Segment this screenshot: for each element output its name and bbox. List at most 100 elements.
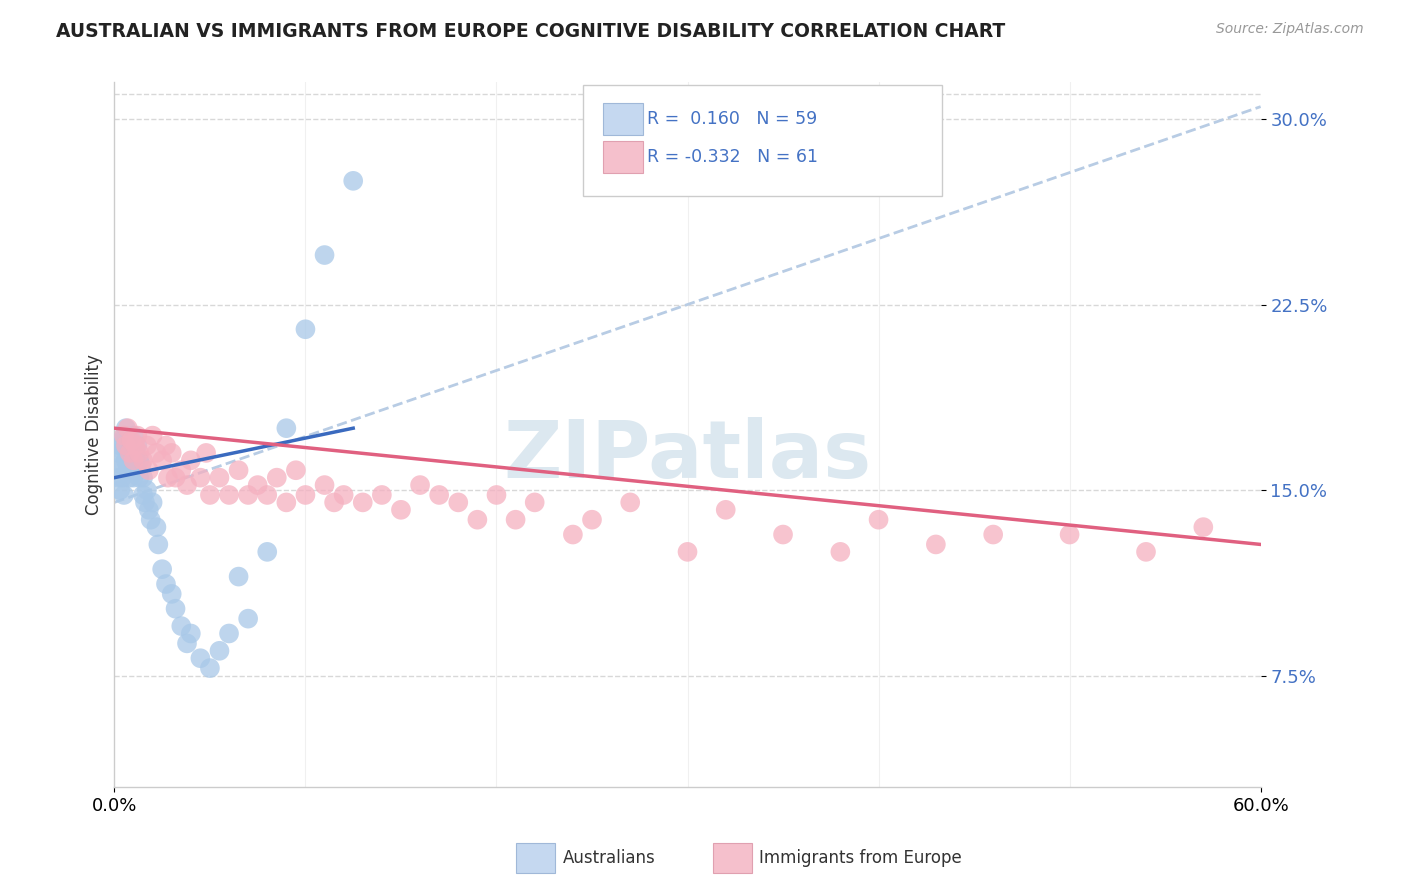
Point bbox=[218, 488, 240, 502]
Point bbox=[127, 428, 149, 442]
Point bbox=[115, 421, 138, 435]
Point bbox=[1192, 520, 1215, 534]
Point bbox=[323, 495, 346, 509]
Point bbox=[165, 470, 187, 484]
Point bbox=[150, 562, 173, 576]
Point bbox=[122, 470, 145, 484]
Point bbox=[148, 537, 170, 551]
Point bbox=[427, 488, 450, 502]
Point bbox=[160, 587, 183, 601]
Point bbox=[124, 446, 146, 460]
Point bbox=[155, 577, 177, 591]
Point bbox=[332, 488, 354, 502]
Point bbox=[112, 428, 135, 442]
Text: AUSTRALIAN VS IMMIGRANTS FROM EUROPE COGNITIVE DISABILITY CORRELATION CHART: AUSTRALIAN VS IMMIGRANTS FROM EUROPE COG… bbox=[56, 22, 1005, 41]
Point bbox=[127, 438, 149, 452]
Point bbox=[138, 463, 160, 477]
Point bbox=[124, 453, 146, 467]
Point bbox=[121, 463, 143, 477]
Point bbox=[129, 458, 152, 473]
Point bbox=[135, 483, 157, 497]
Point bbox=[128, 470, 150, 484]
Point bbox=[619, 495, 641, 509]
Text: R = -0.332   N = 61: R = -0.332 N = 61 bbox=[647, 148, 818, 166]
Point bbox=[134, 495, 156, 509]
Point bbox=[118, 434, 141, 448]
Point bbox=[1059, 527, 1081, 541]
Text: Source: ZipAtlas.com: Source: ZipAtlas.com bbox=[1216, 22, 1364, 37]
Point bbox=[117, 421, 139, 435]
Point bbox=[107, 446, 129, 460]
Point bbox=[190, 470, 212, 484]
Point bbox=[228, 463, 250, 477]
Point bbox=[868, 513, 890, 527]
Point bbox=[122, 428, 145, 442]
Point bbox=[122, 453, 145, 467]
Point bbox=[138, 503, 160, 517]
Point bbox=[121, 446, 143, 460]
Point bbox=[170, 619, 193, 633]
Text: ZIPatlas: ZIPatlas bbox=[503, 417, 872, 494]
Point bbox=[107, 470, 129, 484]
Point bbox=[124, 438, 146, 452]
Point bbox=[314, 248, 336, 262]
Point bbox=[117, 458, 139, 473]
Point bbox=[276, 495, 298, 509]
Point bbox=[127, 463, 149, 477]
Point bbox=[180, 453, 202, 467]
Point bbox=[170, 463, 193, 477]
Point bbox=[276, 421, 298, 435]
Point bbox=[342, 174, 364, 188]
Point bbox=[314, 478, 336, 492]
Point bbox=[112, 446, 135, 460]
Point bbox=[236, 488, 259, 502]
Point bbox=[925, 537, 948, 551]
Point bbox=[112, 458, 135, 473]
Point bbox=[236, 612, 259, 626]
Point bbox=[981, 527, 1004, 541]
Point bbox=[284, 463, 307, 477]
Point bbox=[208, 470, 231, 484]
Point bbox=[581, 513, 603, 527]
Point bbox=[111, 434, 134, 448]
Point bbox=[561, 527, 583, 541]
Point bbox=[1135, 545, 1157, 559]
Point bbox=[115, 438, 138, 452]
Point bbox=[142, 428, 165, 442]
Point bbox=[352, 495, 374, 509]
Point bbox=[115, 453, 138, 467]
Point bbox=[772, 527, 794, 541]
Point bbox=[218, 626, 240, 640]
Point bbox=[142, 495, 165, 509]
Point bbox=[830, 545, 852, 559]
Point bbox=[118, 470, 141, 484]
Point bbox=[714, 503, 737, 517]
Point bbox=[176, 636, 198, 650]
Point bbox=[523, 495, 546, 509]
Point bbox=[155, 438, 177, 452]
Point bbox=[389, 503, 412, 517]
Point bbox=[228, 569, 250, 583]
Point bbox=[112, 428, 135, 442]
Point bbox=[294, 488, 316, 502]
Point bbox=[190, 651, 212, 665]
Point bbox=[122, 438, 145, 452]
Point bbox=[485, 488, 508, 502]
Point bbox=[108, 438, 131, 452]
Point bbox=[256, 545, 278, 559]
Text: Australians: Australians bbox=[562, 849, 655, 867]
Point bbox=[246, 478, 269, 492]
Point bbox=[121, 434, 143, 448]
Point bbox=[409, 478, 432, 492]
Y-axis label: Cognitive Disability: Cognitive Disability bbox=[86, 354, 103, 515]
Point bbox=[176, 478, 198, 492]
Point bbox=[198, 661, 221, 675]
Point bbox=[256, 488, 278, 502]
Point bbox=[150, 453, 173, 467]
Point bbox=[128, 446, 150, 460]
Point bbox=[447, 495, 470, 509]
Point bbox=[132, 488, 155, 502]
Point bbox=[266, 470, 288, 484]
Point bbox=[135, 438, 157, 452]
Point bbox=[145, 446, 167, 460]
